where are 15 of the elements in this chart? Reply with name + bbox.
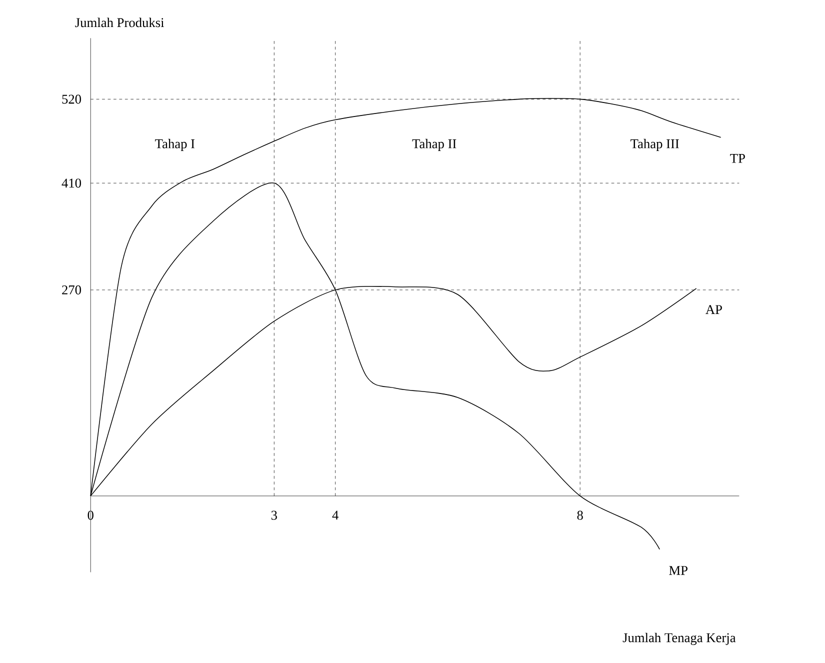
series-label: MP [669,566,688,575]
annotation: Tahap III [630,138,679,152]
x-tick-label: 8 [577,510,583,520]
series-label: AP [706,305,722,314]
x-tick-label: 4 [332,510,338,520]
y-tick-label: 410 [62,178,82,188]
annotation: Tahap II [412,138,456,152]
y-tick-label: 520 [62,94,82,104]
x-tick-label: 0 [88,510,94,520]
series-label: TP [730,154,745,163]
y-tick-label: 270 [62,286,82,295]
y-axis-title: Jumlah Produksi [75,18,164,28]
x-tick-label: 3 [271,510,277,520]
x-axis-title: Jumlah Tenaga Kerja [622,632,736,646]
annotation: Tahap I [155,138,195,152]
